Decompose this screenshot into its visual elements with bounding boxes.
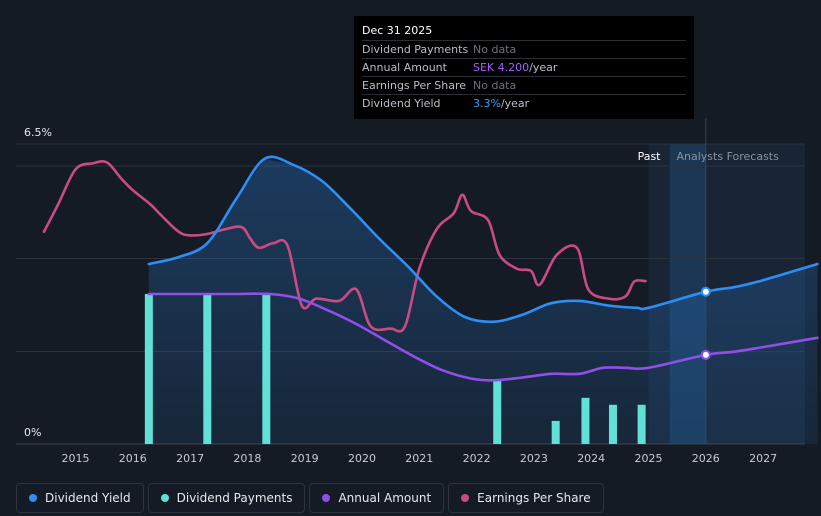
x-tick-label: 2020	[348, 452, 376, 465]
y-axis-bottom-label: 0%	[24, 426, 41, 439]
chart-tooltip: Dec 31 2025 Dividend Payments No data An…	[354, 16, 694, 119]
tooltip-row: Dividend Payments No data	[362, 41, 686, 59]
x-tick-label: 2016	[119, 452, 147, 465]
tooltip-value: SEK 4.200	[473, 61, 530, 74]
legend-dot-icon	[160, 494, 169, 502]
x-tick-label: 2018	[233, 452, 261, 465]
legend-annual-amount[interactable]: Annual Amount	[309, 483, 445, 513]
x-tick-label: 2022	[463, 452, 491, 465]
tooltip-label: Annual Amount	[362, 61, 447, 74]
tooltip-value: No data	[473, 79, 517, 92]
dividend-yield-area	[148, 158, 818, 445]
highlight-marker	[700, 349, 711, 360]
dividend-payment-bar	[581, 397, 590, 444]
chart-legend: Dividend Yield Dividend Payments Annual …	[16, 483, 604, 515]
dividend-payment-bar	[551, 420, 560, 444]
legend-label: Earnings Per Share	[477, 491, 591, 505]
dividend-payment-bar	[203, 294, 212, 444]
tooltip-row: Earnings Per Share No data	[362, 77, 686, 95]
dividend-chart: 2015 2016 2017 2018 2019 2020 2021 2022 2023 2024…	[16, 118, 819, 465]
x-tick-label: 2025	[635, 452, 663, 465]
dividend-payment-bar	[262, 294, 271, 444]
dividend-payment-bar	[493, 380, 502, 444]
tooltip-label: Dividend Payments	[362, 43, 469, 56]
tooltip-suffix: /year	[500, 97, 530, 110]
tooltip-value: No data	[473, 43, 517, 56]
legend-earnings-per-share[interactable]: Earnings Per Share	[448, 483, 604, 513]
legend-label: Annual Amount	[338, 491, 432, 505]
dividend-payment-bar	[637, 404, 646, 444]
tooltip-label: Dividend Yield	[362, 97, 441, 110]
legend-dot-icon	[461, 494, 470, 502]
tooltip-label: Earnings Per Share	[362, 79, 467, 92]
dividend-yield-line	[147, 155, 819, 324]
legend-dot-icon	[29, 494, 37, 502]
dividend-payment-bar	[608, 404, 617, 444]
x-tick-label: 2024	[577, 452, 605, 465]
tooltip-suffix: /year	[529, 61, 558, 74]
x-tick-label: 2021	[405, 452, 433, 465]
tooltip-row: Dividend Yield 3.3% /year	[362, 95, 686, 112]
earnings-per-share-line	[42, 160, 647, 333]
past-label: Past	[638, 150, 662, 163]
legend-dot-icon	[322, 494, 331, 502]
legend-label: Dividend Payments	[176, 491, 293, 505]
legend-dividend-yield[interactable]: Dividend Yield	[16, 483, 144, 513]
tooltip-value: 3.3%	[473, 97, 501, 110]
tooltip-date: Dec 31 2025	[362, 22, 686, 41]
x-tick-label: 2027	[749, 452, 777, 465]
legend-dividend-payments[interactable]: Dividend Payments	[147, 483, 306, 513]
annual-amount-line	[147, 292, 819, 382]
legend-label: Dividend Yield	[45, 491, 131, 505]
x-tick-label: 2017	[176, 452, 204, 465]
analysts-forecasts-label: Analysts Forecasts	[677, 150, 780, 163]
highlight-marker	[700, 286, 711, 297]
x-tick-label: 2019	[291, 452, 319, 465]
x-tick-label: 2026	[692, 452, 720, 465]
dividend-payment-bar	[144, 294, 153, 444]
x-tick-label: 2015	[62, 452, 90, 465]
y-axis-top-label: 6.5%	[24, 126, 52, 139]
x-tick-label: 2023	[520, 452, 548, 465]
tooltip-row: Annual Amount SEK 4.200 /year	[362, 59, 686, 77]
